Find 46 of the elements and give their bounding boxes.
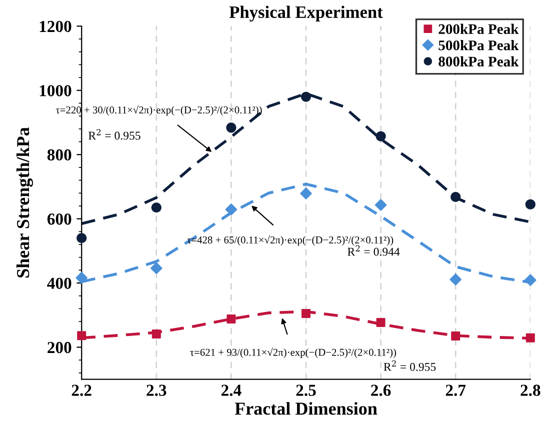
point: [524, 274, 536, 286]
point: [374, 199, 387, 211]
x-tick-label: 2.6: [371, 384, 391, 396]
y-tick-label: 400: [47, 278, 72, 289]
legend-label: 800kPa Peak: [438, 56, 519, 67]
x-axis-title: Fractal Dimension: [234, 402, 378, 415]
x-tick-label: 2.4: [221, 384, 242, 396]
x-tick-label: 2.2: [72, 384, 92, 396]
y-tick-label: 600: [47, 213, 72, 225]
point: [300, 92, 312, 102]
chart-title: Physical Experiment: [229, 6, 383, 22]
point: [300, 188, 312, 200]
point: [76, 232, 87, 244]
line-series: [82, 92, 530, 225]
y-tick-label: 1000: [40, 85, 72, 96]
point: [76, 272, 88, 284]
x-tick-label: 2.5: [296, 384, 316, 396]
point: [450, 274, 462, 286]
y-tick-label: 200: [48, 342, 72, 354]
x-tick-label: 2.3: [146, 384, 166, 396]
point: [302, 309, 310, 318]
x-tick-label: 2.8: [520, 384, 540, 396]
point: [451, 331, 460, 340]
annotation: R$^{2}$ = 0.944: [348, 245, 400, 256]
point: [525, 199, 536, 210]
point: [450, 192, 461, 202]
point: [526, 333, 535, 342]
y-axis-title: Shear Strength/kPa: [16, 127, 33, 278]
annotation: τ=621 + 93/(0.11×√2π)·exp(−(D−2.5)²/(2×0.11²)): [190, 347, 396, 358]
legend-label: 200kPa Peak: [438, 24, 519, 34]
point: [226, 314, 236, 324]
point: [77, 331, 86, 340]
point: [376, 131, 386, 142]
point: [226, 122, 236, 133]
point: [151, 202, 162, 213]
annotation: R$^{2}$ = 0.955: [88, 129, 140, 140]
annotation: R$^{2}$ = 0.955: [384, 360, 436, 371]
annotation: τ=220 + 30/(0.11×√2π)·exp(−(D−2.5)²/(2×0.11²)): [56, 105, 262, 116]
x-tick-label: 2.7: [446, 384, 466, 396]
y-tick-label: 1200: [40, 20, 72, 32]
point: [150, 262, 162, 274]
y-tick-label: 800: [47, 149, 72, 161]
legend-label: 500kPa Peak: [438, 40, 519, 50]
point: [225, 204, 238, 216]
point: [376, 318, 386, 327]
point: [152, 330, 161, 339]
